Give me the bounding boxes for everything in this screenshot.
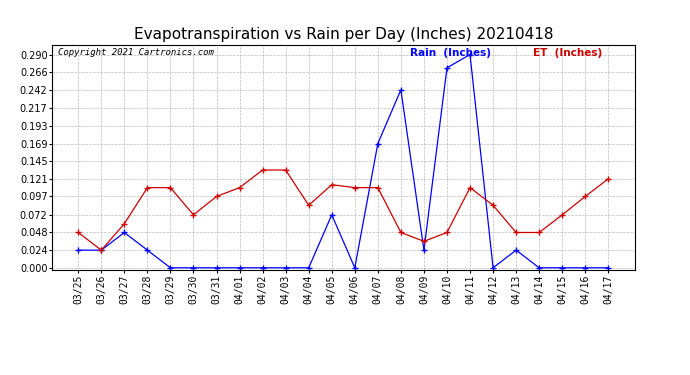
Title: Evapotranspiration vs Rain per Day (Inches) 20210418: Evapotranspiration vs Rain per Day (Inch… (134, 27, 553, 42)
Text: Copyright 2021 Cartronics.com: Copyright 2021 Cartronics.com (57, 48, 213, 57)
Text: Rain  (Inches): Rain (Inches) (411, 48, 491, 58)
Text: ET  (Inches): ET (Inches) (533, 48, 602, 58)
